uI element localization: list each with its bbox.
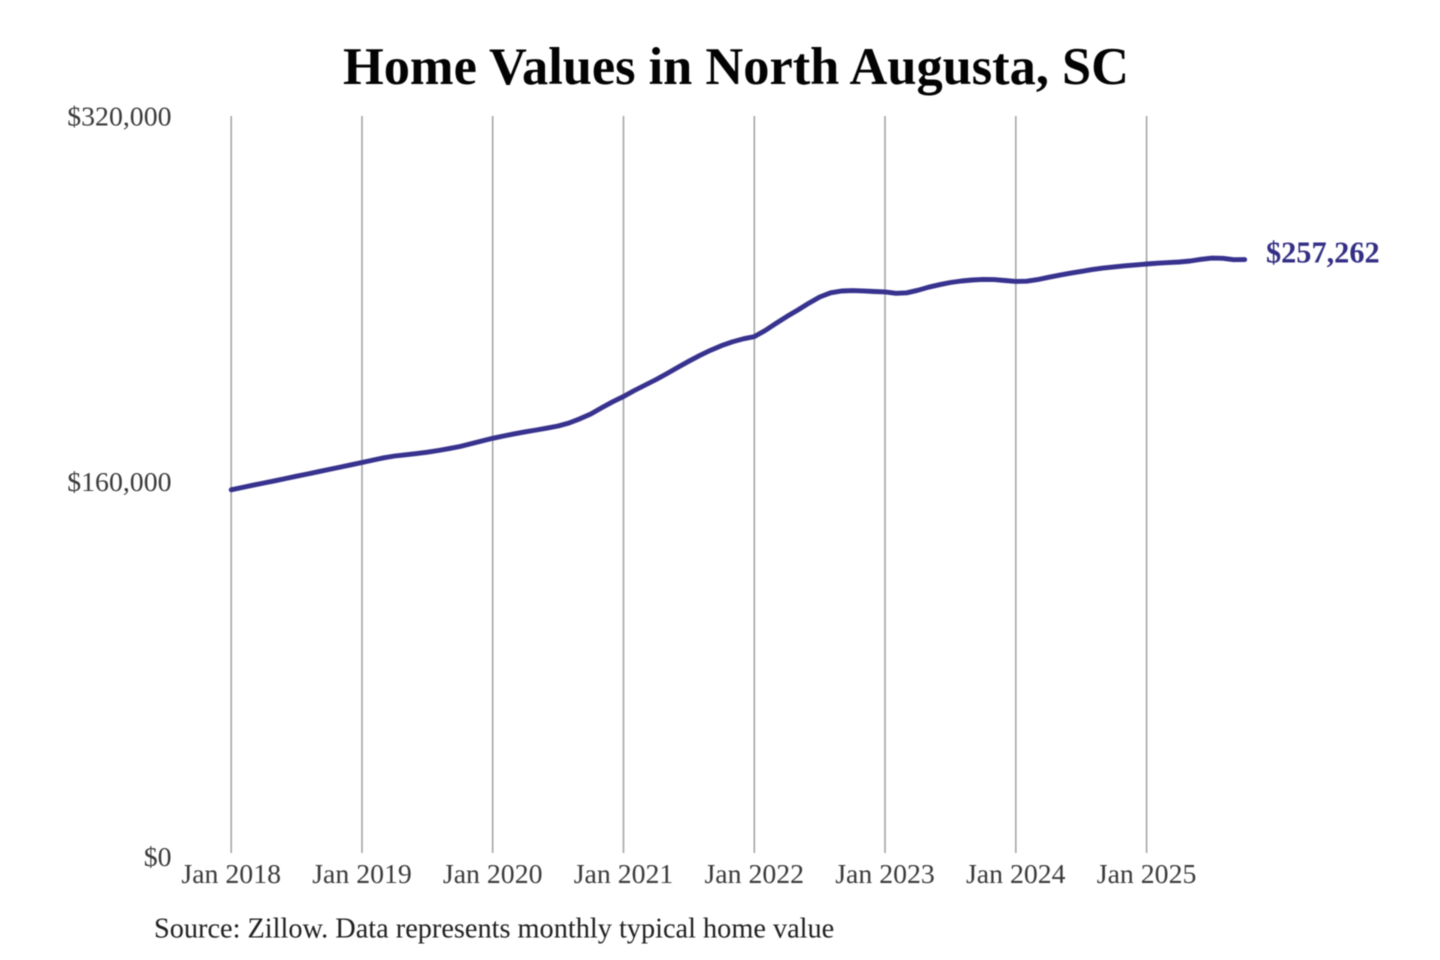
svg-text:$160,000: $160,000	[67, 467, 171, 498]
svg-text:$257,262: $257,262	[1266, 236, 1380, 270]
svg-text:Jan 2019: Jan 2019	[312, 859, 412, 890]
svg-text:Jan 2025: Jan 2025	[1097, 859, 1197, 890]
svg-text:$0: $0	[144, 842, 172, 873]
svg-text:Source: Zillow. Data represent: Source: Zillow. Data represents monthly …	[154, 914, 834, 945]
svg-text:Home Values in North Augusta,: Home Values in North Augusta, SC	[343, 38, 1129, 96]
svg-text:Jan 2020: Jan 2020	[443, 859, 543, 890]
svg-text:Jan 2018: Jan 2018	[181, 859, 281, 890]
svg-text:Jan 2022: Jan 2022	[704, 859, 804, 890]
svg-text:Jan 2024: Jan 2024	[966, 859, 1066, 890]
svg-text:$320,000: $320,000	[67, 102, 171, 133]
svg-text:Jan 2021: Jan 2021	[574, 859, 674, 890]
svg-text:Jan 2023: Jan 2023	[835, 859, 935, 890]
